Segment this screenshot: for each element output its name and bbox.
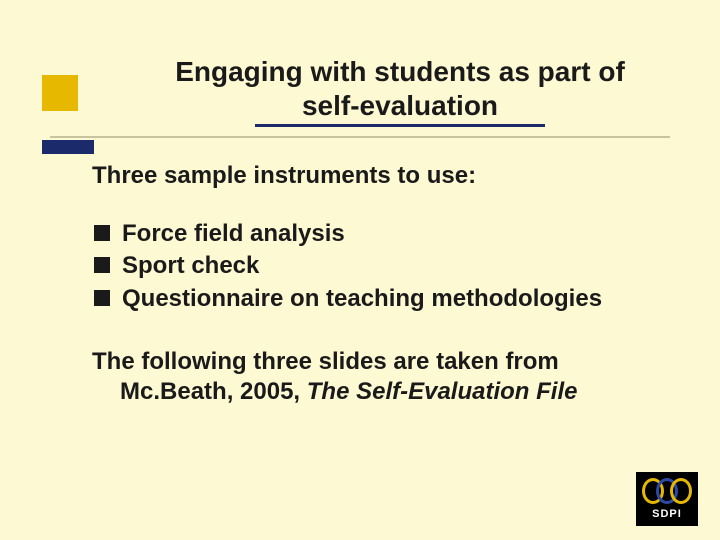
- slide-body: Three sample instruments to use: Force f…: [92, 162, 682, 407]
- list-item: Questionnaire on teaching methodologies: [92, 283, 682, 315]
- lead-text: Three sample instruments to use:: [92, 162, 682, 190]
- title-line-1: Engaging with students as part of: [130, 55, 670, 89]
- bullet-label: Force field analysis: [122, 220, 345, 247]
- title-underline: [255, 124, 545, 127]
- list-item: Force field analysis: [92, 218, 682, 250]
- title-shadow-line: [50, 136, 670, 138]
- bullet-label: Questionnaire on teaching methodologies: [122, 285, 602, 312]
- footnote: The following three slides are taken fro…: [92, 347, 682, 407]
- slide-title: Engaging with students as part of self-e…: [130, 55, 670, 127]
- footnote-line-1: The following three slides are taken fro…: [92, 348, 559, 375]
- logo-rings-icon: [636, 474, 698, 510]
- list-item: Sport check: [92, 250, 682, 282]
- accent-square: [42, 75, 78, 111]
- sdpi-logo: SDPI: [636, 472, 698, 526]
- square-bullet-icon: [94, 225, 110, 241]
- square-bullet-icon: [94, 290, 110, 306]
- bullet-label: Sport check: [122, 252, 259, 279]
- bullet-list: Force field analysis Sport check Questio…: [92, 218, 682, 315]
- title-line-2: self-evaluation: [130, 89, 670, 123]
- square-bullet-icon: [94, 257, 110, 273]
- footnote-line-2-plain: Mc.Beath, 2005,: [120, 378, 307, 405]
- footnote-line-2-italic: The Self-Evaluation File: [307, 378, 578, 405]
- accent-bar: [42, 140, 94, 154]
